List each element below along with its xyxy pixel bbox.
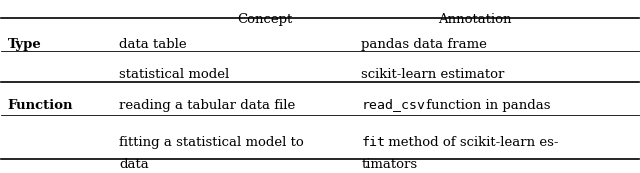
Text: function in pandas: function in pandas [422, 98, 550, 112]
Text: Annotation: Annotation [438, 13, 511, 26]
Text: statistical model: statistical model [119, 68, 230, 81]
Text: fitting a statistical model to: fitting a statistical model to [119, 136, 304, 149]
Text: Concept: Concept [237, 13, 292, 26]
Text: timators: timators [362, 158, 417, 171]
Text: data table: data table [119, 38, 187, 51]
Text: reading a tabular data file: reading a tabular data file [119, 98, 296, 112]
Text: scikit-learn estimator: scikit-learn estimator [362, 68, 505, 81]
Text: data: data [119, 158, 149, 171]
Text: Type: Type [8, 38, 42, 51]
Text: Function: Function [8, 98, 73, 112]
Text: method of scikit-learn es-: method of scikit-learn es- [384, 136, 559, 149]
Text: pandas data frame: pandas data frame [362, 38, 487, 51]
Text: fit: fit [362, 136, 385, 149]
Text: read_csv: read_csv [362, 98, 426, 112]
